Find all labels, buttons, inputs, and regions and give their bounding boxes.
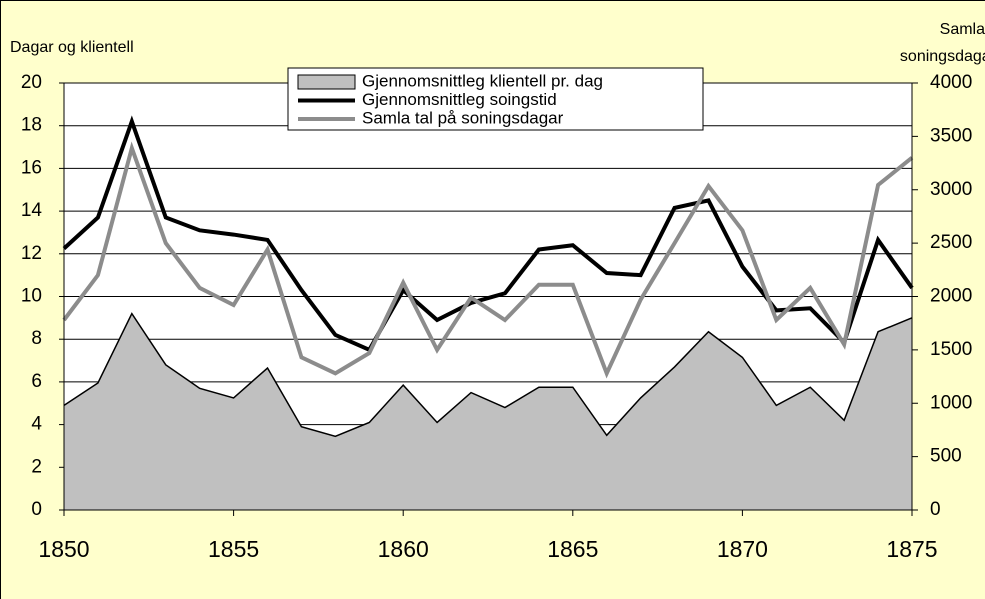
y2-axis-label: soningsdagar (900, 48, 985, 65)
y-tick-label: 18 (21, 115, 42, 136)
x-tick-label: 1860 (378, 536, 429, 562)
y2-tick-label: 3000 (930, 179, 972, 200)
series-group (62, 115, 914, 510)
y-tick-label: 2 (31, 456, 42, 477)
x-tick-label: 1875 (886, 536, 937, 562)
legend-box (287, 67, 704, 131)
x-tick-label: 1870 (717, 536, 768, 562)
y2-axis-label: Samla (940, 21, 985, 38)
y2-tick-label: 3500 (930, 125, 972, 146)
x-tick-label: 1855 (208, 536, 259, 562)
y-tick-label: 12 (21, 243, 42, 264)
legend-swatch (297, 74, 356, 90)
y2-tick-label: 1500 (930, 339, 972, 360)
y-tick-label: 6 (31, 371, 42, 392)
x-tick-label: 1865 (547, 536, 598, 562)
area-fill (64, 313, 912, 510)
area-outline (63, 312, 913, 438)
y2-tick-label: 1000 (930, 392, 972, 413)
legend-label: Gjennomsnittleg soingstid (362, 90, 557, 109)
y2-tick-label: 0 (930, 499, 941, 520)
y-tick-label: 0 (31, 499, 42, 520)
y-tick-label: 10 (21, 286, 42, 307)
y2-tick-label: 2500 (930, 232, 972, 253)
x-tick-label: 1850 (38, 536, 89, 562)
y2-tick-label: 4000 (930, 72, 972, 93)
axes-group: 0 2 4 6 8 10 12 14 16 18 20 0 500 1000 1500 2000 2500 300… (21, 72, 972, 562)
y-tick-label: 4 (31, 414, 42, 435)
legend: Gjennomsnittleg klientell pr. dagGjennom… (287, 67, 704, 131)
y2-tick-label: 2000 (930, 286, 972, 307)
y-axis-label: Dagar og klientell (10, 39, 134, 56)
y-tick-label: 16 (21, 157, 42, 178)
y-tick-label: 8 (31, 328, 42, 349)
y-tick-label: 14 (21, 200, 43, 221)
legend-label: Samla tal på soningsdagar (362, 108, 564, 127)
legend-label: Gjennomsnittleg klientell pr. dag (362, 71, 603, 90)
y2-tick-label: 500 (930, 446, 962, 467)
line-series (62, 141, 914, 379)
y-tick-label: 20 (21, 72, 42, 93)
